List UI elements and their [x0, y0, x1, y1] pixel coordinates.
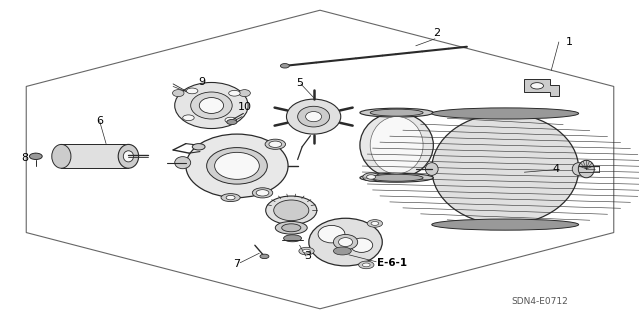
Ellipse shape — [318, 226, 345, 243]
Circle shape — [227, 120, 237, 124]
Text: 9: 9 — [198, 77, 205, 87]
Ellipse shape — [333, 247, 351, 255]
Ellipse shape — [306, 112, 321, 122]
Ellipse shape — [118, 145, 139, 168]
Bar — [61, 144, 129, 168]
Ellipse shape — [360, 113, 433, 178]
Circle shape — [182, 115, 194, 121]
Ellipse shape — [275, 221, 307, 234]
Circle shape — [269, 141, 282, 147]
Circle shape — [186, 88, 198, 94]
Ellipse shape — [287, 99, 340, 134]
Ellipse shape — [207, 148, 268, 184]
Ellipse shape — [175, 157, 191, 169]
Text: 4: 4 — [553, 164, 560, 174]
Polygon shape — [26, 10, 614, 309]
Ellipse shape — [175, 83, 248, 129]
Ellipse shape — [333, 234, 358, 250]
Ellipse shape — [298, 106, 330, 127]
Text: 2: 2 — [433, 28, 440, 38]
Ellipse shape — [186, 134, 288, 197]
Circle shape — [358, 261, 374, 269]
Ellipse shape — [339, 238, 353, 247]
Text: 3: 3 — [304, 251, 311, 261]
Text: SDN4-E0712: SDN4-E0712 — [511, 297, 568, 306]
Ellipse shape — [191, 92, 232, 119]
Ellipse shape — [282, 224, 301, 232]
Ellipse shape — [274, 200, 309, 221]
Ellipse shape — [572, 163, 585, 175]
Ellipse shape — [432, 108, 579, 119]
Text: 7: 7 — [234, 259, 241, 269]
Ellipse shape — [266, 196, 317, 225]
Circle shape — [226, 196, 235, 200]
Ellipse shape — [360, 173, 433, 182]
Ellipse shape — [579, 160, 595, 178]
Ellipse shape — [252, 188, 273, 198]
Ellipse shape — [350, 238, 372, 252]
Ellipse shape — [432, 219, 579, 230]
Ellipse shape — [280, 63, 289, 68]
Ellipse shape — [426, 163, 438, 175]
Text: 5: 5 — [296, 78, 303, 88]
Ellipse shape — [124, 151, 134, 162]
Ellipse shape — [370, 109, 423, 116]
Circle shape — [256, 190, 269, 196]
Text: 1: 1 — [566, 37, 573, 47]
Ellipse shape — [239, 90, 250, 97]
Text: E-6-1: E-6-1 — [378, 258, 408, 268]
Ellipse shape — [370, 174, 423, 181]
Text: 10: 10 — [237, 102, 252, 112]
Circle shape — [531, 83, 543, 89]
Polygon shape — [524, 79, 559, 96]
Ellipse shape — [284, 235, 301, 242]
Circle shape — [367, 175, 376, 179]
Ellipse shape — [370, 116, 423, 174]
Circle shape — [371, 221, 379, 225]
Circle shape — [363, 173, 380, 181]
Ellipse shape — [309, 218, 382, 266]
Text: 8: 8 — [21, 153, 29, 163]
Ellipse shape — [221, 194, 240, 202]
Ellipse shape — [360, 108, 433, 117]
Ellipse shape — [214, 152, 259, 179]
Ellipse shape — [173, 90, 184, 97]
Circle shape — [29, 153, 42, 160]
Ellipse shape — [265, 139, 285, 149]
Circle shape — [192, 144, 205, 150]
Circle shape — [367, 219, 383, 227]
Circle shape — [303, 249, 310, 253]
Circle shape — [225, 117, 236, 123]
Text: 6: 6 — [96, 116, 103, 126]
Ellipse shape — [199, 98, 223, 114]
Circle shape — [260, 254, 269, 259]
Ellipse shape — [432, 114, 579, 225]
Ellipse shape — [52, 145, 71, 168]
Circle shape — [299, 247, 314, 255]
Circle shape — [228, 90, 240, 96]
Circle shape — [362, 263, 370, 267]
